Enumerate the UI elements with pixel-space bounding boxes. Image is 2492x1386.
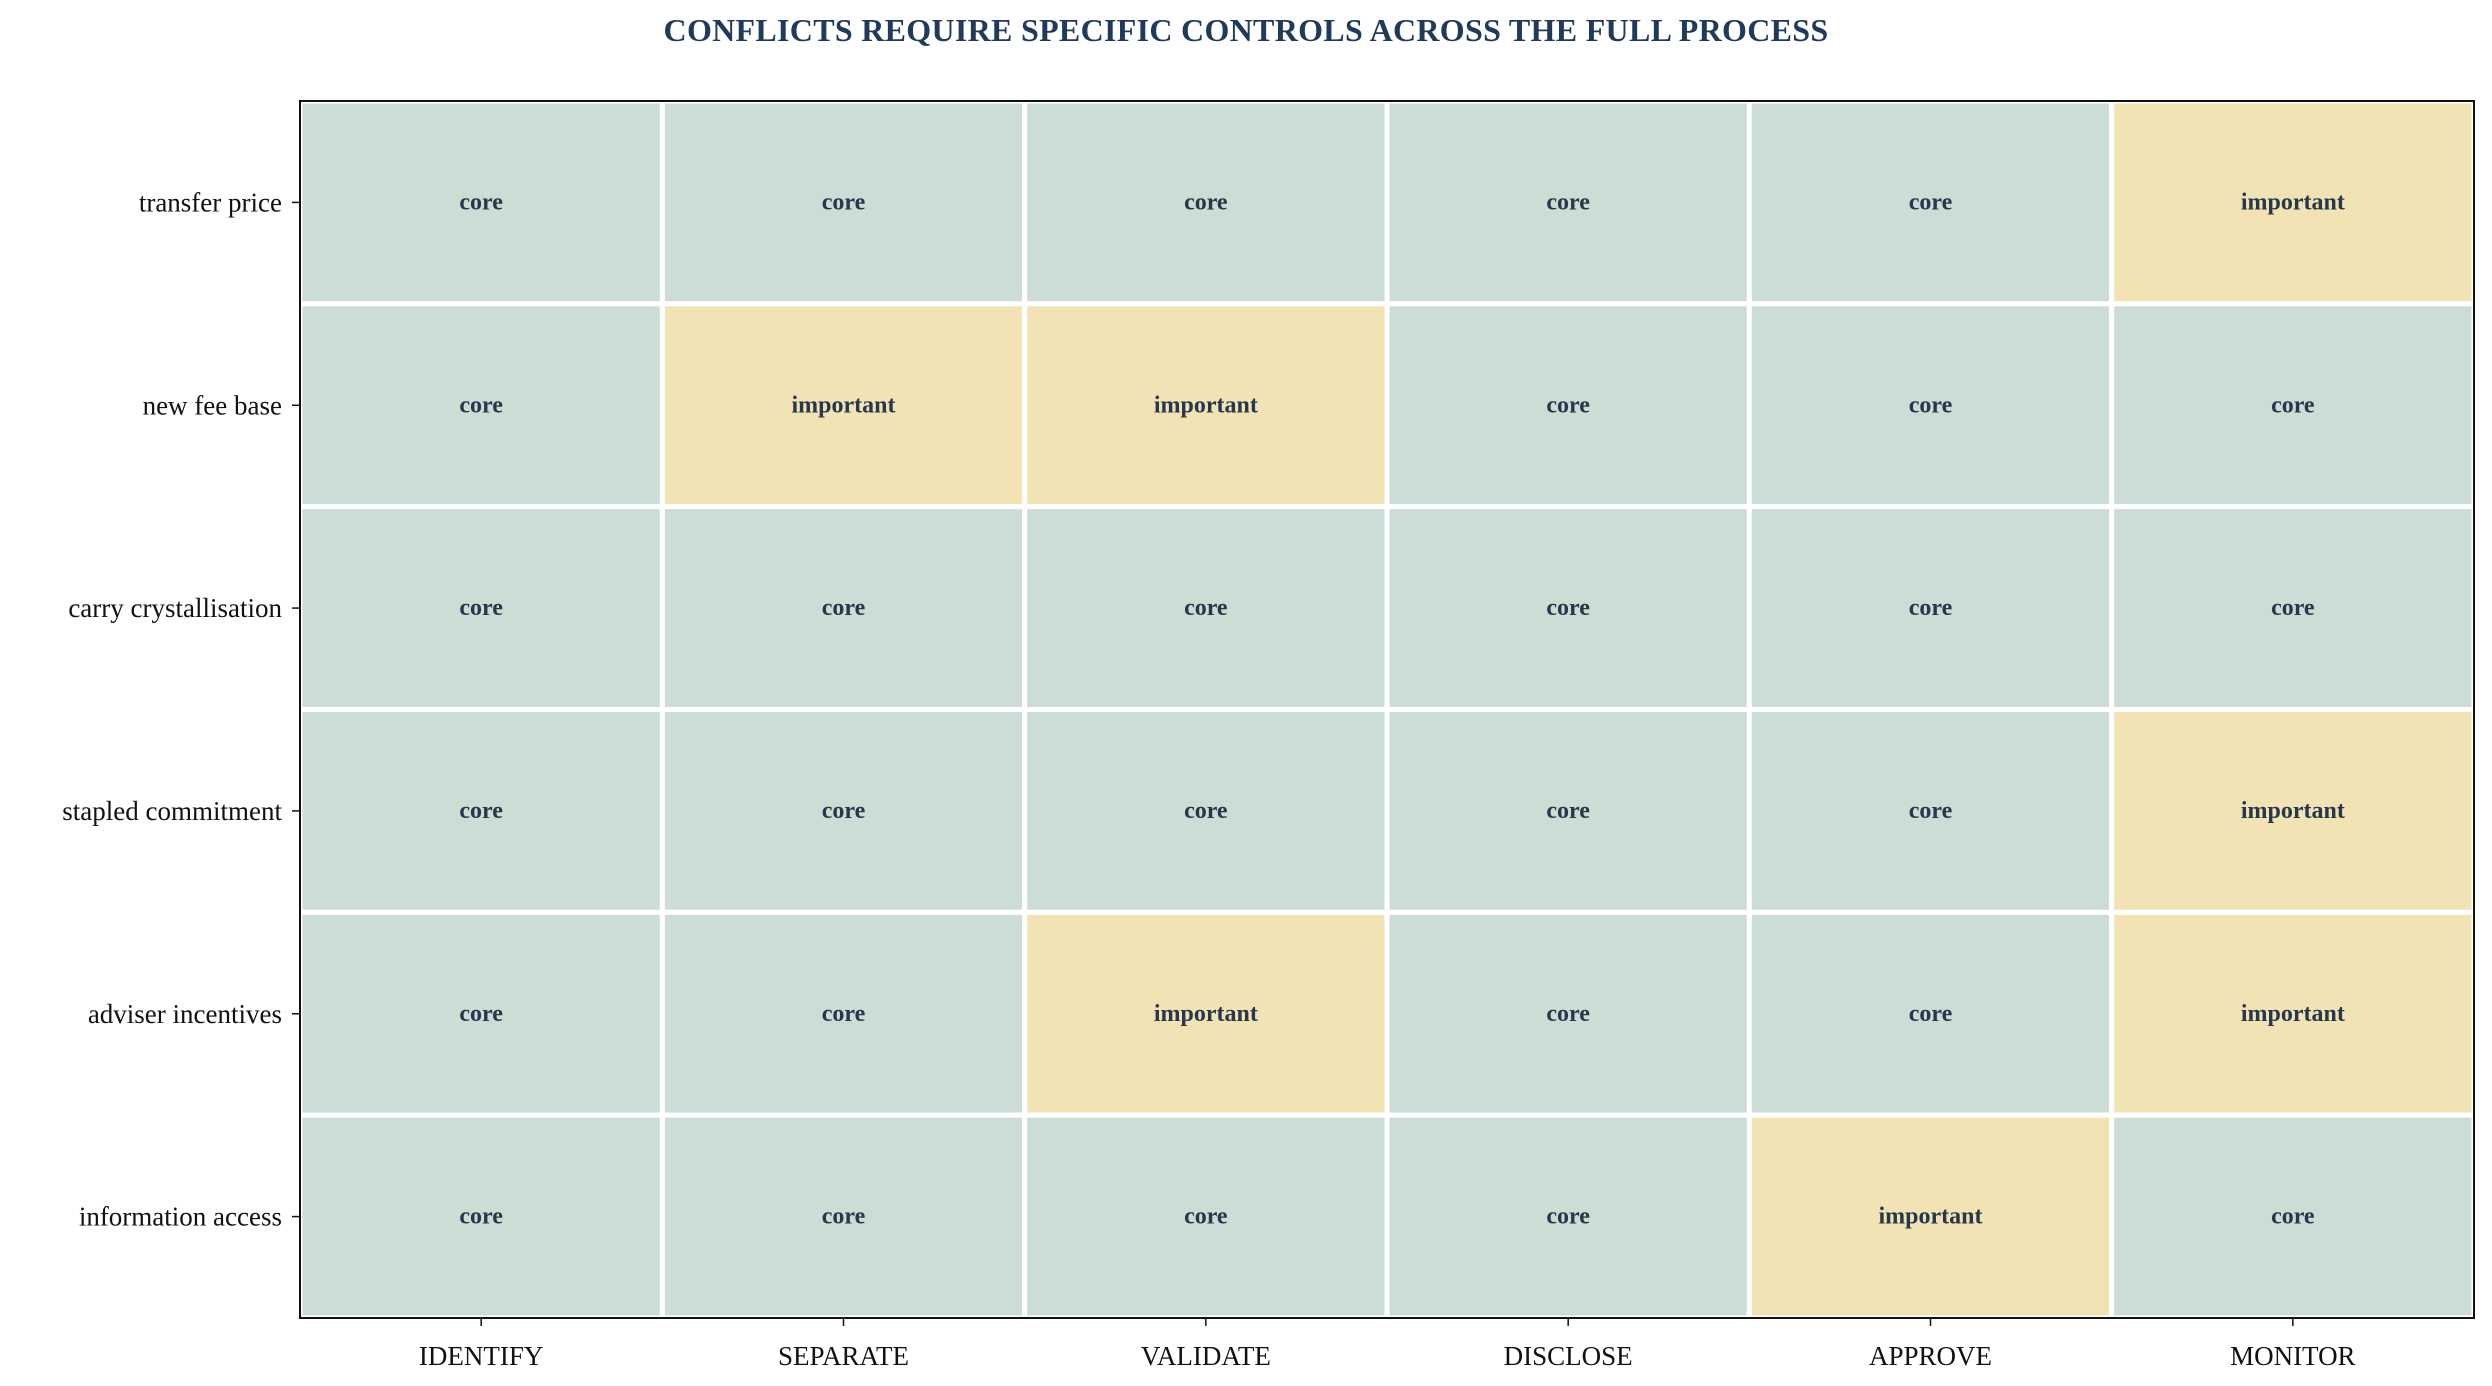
heatmap-cell xyxy=(1746,909,2115,1118)
cell-value-label: important xyxy=(2241,189,2345,215)
heatmap-cell xyxy=(659,301,1028,510)
heatmap-cell xyxy=(1022,504,1390,712)
x-tick-label: VALIDATE xyxy=(1141,1341,1271,1371)
y-tick-label: transfer price xyxy=(139,187,282,217)
cell-value-label: core xyxy=(1909,392,1953,418)
heatmap-cell xyxy=(659,504,1028,712)
heatmap-cell xyxy=(2109,909,2477,1118)
x-tick-label: SEPARATE xyxy=(778,1341,909,1371)
cell-value-label: core xyxy=(822,189,866,215)
cell-value-label: core xyxy=(1184,1204,1228,1230)
heatmap-cell xyxy=(1022,707,1390,915)
heatmap-cell xyxy=(1746,504,2115,712)
cell-value-label: important xyxy=(1879,1204,1983,1230)
y-tick-label: carry crystallisation xyxy=(68,593,282,623)
cell-value-label: important xyxy=(792,392,896,418)
heatmap-cell xyxy=(659,909,1028,1118)
cell-value-label: core xyxy=(822,595,866,621)
x-axis-tick-labels: IDENTIFY SEPARATE VALIDATE DISCLOSE APPROVE M… xyxy=(419,1318,2356,1371)
cell-value-label: important xyxy=(1154,392,1258,418)
x-tick-label: APPROVE xyxy=(1869,1341,1992,1371)
cell-value-label: core xyxy=(1546,798,1590,824)
y-axis-tick-labels: transfer price new fee base carry crystall… xyxy=(62,187,300,1232)
heatmap-cell xyxy=(297,98,665,307)
y-tick-label: new fee base xyxy=(143,390,282,420)
cell-value-label: core xyxy=(2271,392,2315,418)
y-tick-label: adviser incentives xyxy=(88,999,282,1029)
cell-value-label: core xyxy=(822,798,866,824)
heatmap-cell xyxy=(2109,301,2477,510)
x-tick-label: MONITOR xyxy=(2230,1341,2356,1371)
cell-value-label: core xyxy=(1546,189,1590,215)
cell-value-label: core xyxy=(1909,595,1953,621)
heatmap-cell xyxy=(2109,707,2477,915)
y-tick-label: stapled commitment xyxy=(62,796,282,826)
heatmap-cell xyxy=(297,504,665,712)
heatmap-cell xyxy=(1746,1112,2115,1321)
cell-value-label: core xyxy=(1184,798,1228,824)
cell-value-label: core xyxy=(1546,392,1590,418)
x-tick-label: IDENTIFY xyxy=(419,1341,543,1371)
heatmap-cell xyxy=(1384,301,1752,510)
cell-value-label: core xyxy=(1909,1001,1953,1027)
cell-value-label: core xyxy=(2271,1204,2315,1230)
cell-value-label: core xyxy=(1546,595,1590,621)
cell-value-label: core xyxy=(1909,189,1953,215)
cell-value-label: core xyxy=(822,1204,866,1230)
heatmap-cells xyxy=(297,98,2477,1321)
heatmap-cell xyxy=(1022,301,1390,510)
heatmap-cell xyxy=(1022,98,1390,307)
chart-title: CONFLICTS REQUIRE SPECIFIC CONTROLS ACRO… xyxy=(663,12,1829,48)
heatmap-cell xyxy=(297,1112,665,1321)
heatmap-cell xyxy=(1746,707,2115,915)
heatmap-cell xyxy=(1384,504,1752,712)
heatmap-cell xyxy=(297,909,665,1118)
cell-value-label: important xyxy=(2241,798,2345,824)
cell-value-label: core xyxy=(459,1001,503,1027)
cell-value-label: important xyxy=(2241,1001,2345,1027)
cell-value-label: core xyxy=(459,1204,503,1230)
cell-value-label: core xyxy=(1184,189,1228,215)
heatmap-cell xyxy=(2109,504,2477,712)
cell-value-label: core xyxy=(1184,595,1228,621)
cell-value-label: core xyxy=(459,189,503,215)
cell-value-label: core xyxy=(459,595,503,621)
heatmap-cell-labels: core core core core core important core importa… xyxy=(459,189,2344,1229)
cell-value-label: core xyxy=(2271,595,2315,621)
cell-value-label: core xyxy=(1546,1204,1590,1230)
cell-value-label: core xyxy=(822,1001,866,1027)
cell-value-label: important xyxy=(1154,1001,1258,1027)
heatmap-cell xyxy=(1384,707,1752,915)
cell-value-label: core xyxy=(1909,798,1953,824)
cell-value-label: core xyxy=(1546,1001,1590,1027)
y-tick-label: information access xyxy=(79,1202,282,1232)
cell-value-label: core xyxy=(459,798,503,824)
plot-frame xyxy=(299,100,2475,1319)
x-tick-label: DISCLOSE xyxy=(1504,1341,1633,1371)
cell-value-label: core xyxy=(459,392,503,418)
